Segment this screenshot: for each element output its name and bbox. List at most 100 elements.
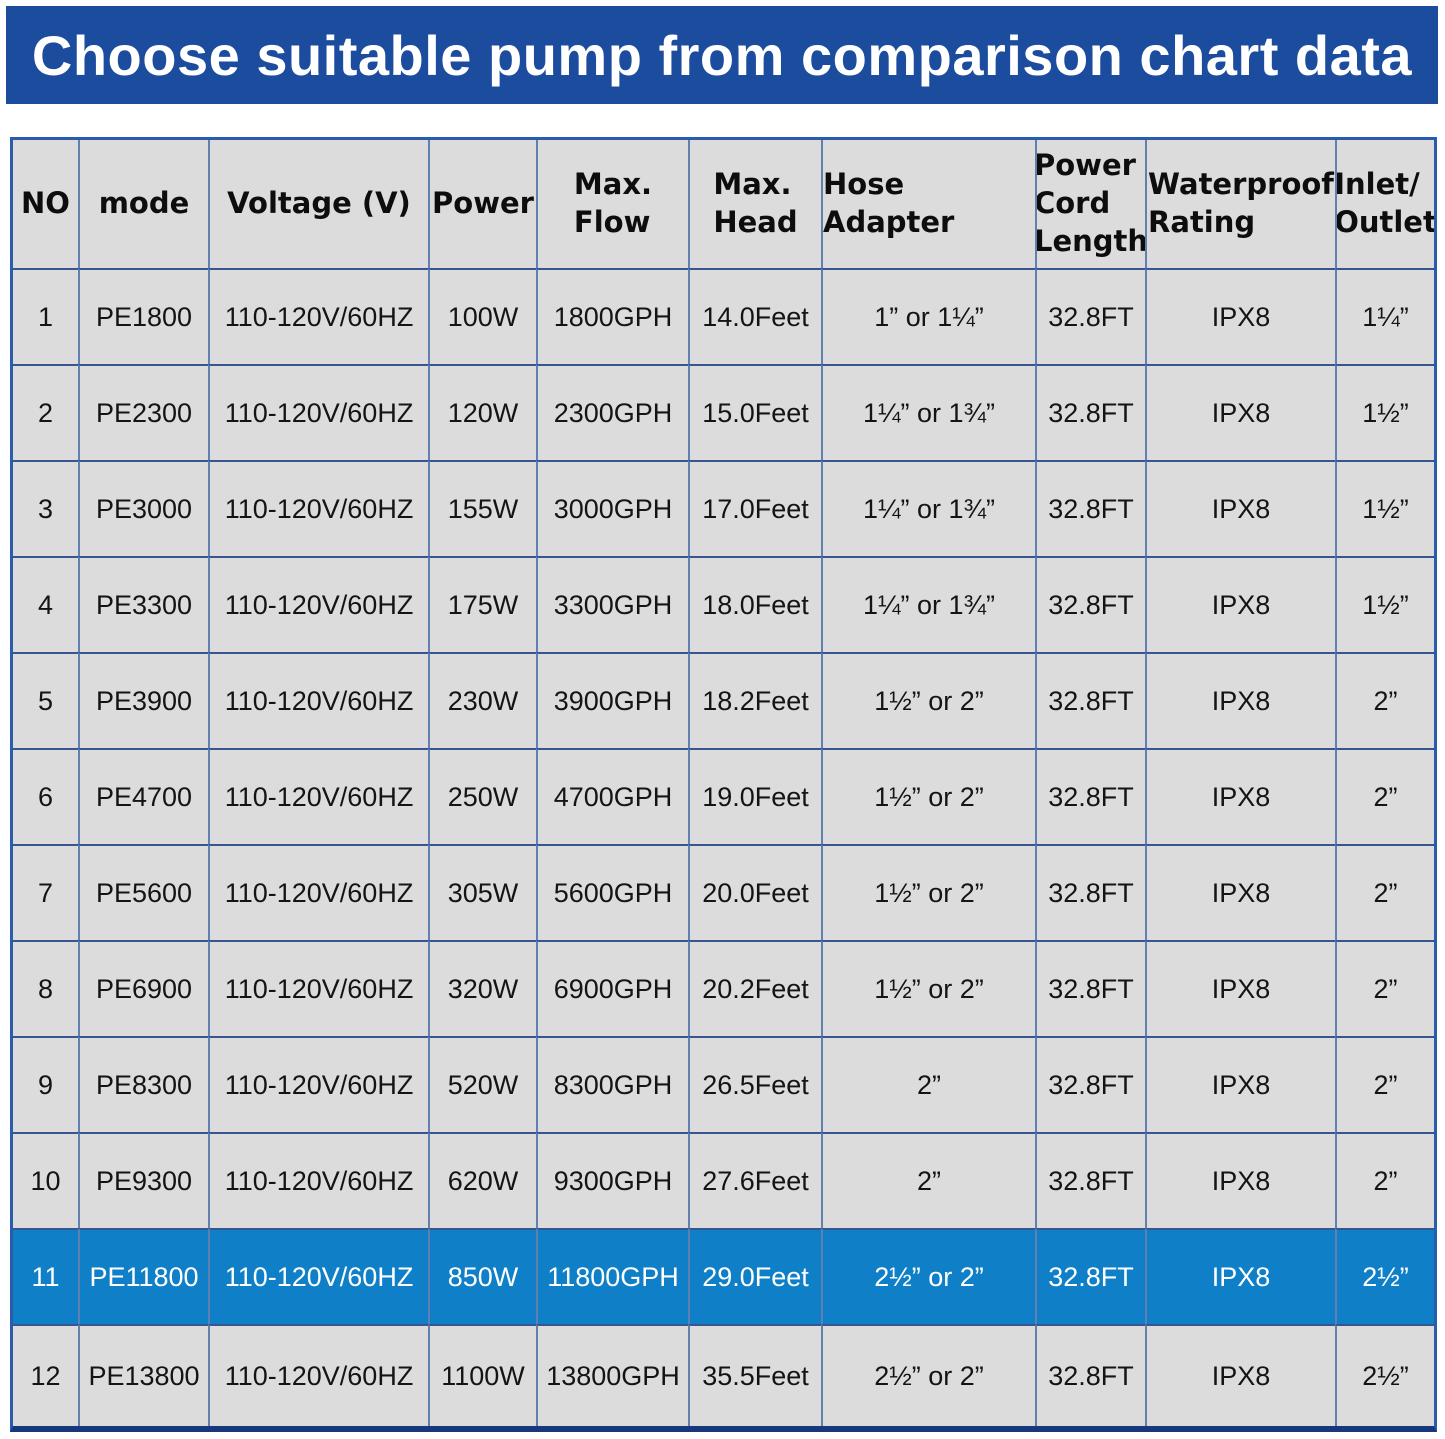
cell-value: IPX8 bbox=[1211, 493, 1271, 524]
cell-value: 32.8FT bbox=[1048, 397, 1134, 428]
cell-max-flow: 8300GPH bbox=[536, 1036, 688, 1132]
cell-value: PE9300 bbox=[95, 1165, 193, 1196]
cell-value: 18.0Feet bbox=[702, 589, 809, 620]
cell-mode: PE3900 bbox=[78, 652, 208, 748]
cell-power-cord-length: 32.8FT bbox=[1035, 268, 1145, 364]
cell-value: 110-120V/60HZ bbox=[224, 1165, 414, 1196]
cell-value: IPX8 bbox=[1211, 685, 1271, 716]
cell-hose-adapter: 1¼” or 1¾” bbox=[821, 364, 1035, 460]
cell-hose-adapter: 1½” or 2” bbox=[821, 844, 1035, 940]
cell-hose-adapter: 2” bbox=[821, 1132, 1035, 1228]
cell-max-flow: 2300GPH bbox=[536, 364, 688, 460]
column-header-inlet-outlet: Inlet/ Outlet bbox=[1335, 140, 1434, 268]
cell-value: 5600GPH bbox=[553, 877, 673, 908]
cell-value: 6900GPH bbox=[553, 973, 673, 1004]
cell-value: IPX8 bbox=[1211, 973, 1271, 1004]
cell-power-cord-length: 32.8FT bbox=[1035, 460, 1145, 556]
cell-value: IPX8 bbox=[1211, 781, 1271, 812]
cell-no: 11 bbox=[13, 1228, 78, 1324]
cell-waterproof-rating: IPX8 bbox=[1145, 652, 1335, 748]
cell-voltage: 110-120V/60HZ bbox=[208, 844, 428, 940]
cell-value: 320W bbox=[447, 973, 519, 1004]
cell-voltage: 110-120V/60HZ bbox=[208, 1036, 428, 1132]
cell-value: 110-120V/60HZ bbox=[224, 685, 414, 716]
cell-max-flow: 3000GPH bbox=[536, 460, 688, 556]
cell-value: 8300GPH bbox=[553, 1069, 673, 1100]
cell-power: 620W bbox=[428, 1132, 536, 1228]
cell-value: 305W bbox=[447, 877, 519, 908]
cell-value: IPX8 bbox=[1211, 1069, 1271, 1100]
column-header-label: mode bbox=[98, 186, 190, 221]
cell-power: 100W bbox=[428, 268, 536, 364]
cell-max-flow: 1800GPH bbox=[536, 268, 688, 364]
cell-value: PE8300 bbox=[95, 1069, 193, 1100]
cell-mode: PE4700 bbox=[78, 748, 208, 844]
cell-mode: PE1800 bbox=[78, 268, 208, 364]
cell-value: IPX8 bbox=[1211, 1261, 1271, 1292]
cell-value: 1½” bbox=[1362, 589, 1409, 620]
cell-value: 19.0Feet bbox=[702, 781, 809, 812]
cell-inlet-outlet: 2” bbox=[1335, 844, 1434, 940]
cell-value: 32.8FT bbox=[1048, 877, 1134, 908]
cell-mode: PE8300 bbox=[78, 1036, 208, 1132]
cell-value: 110-120V/60HZ bbox=[224, 589, 414, 620]
cell-max-head: 18.2Feet bbox=[688, 652, 821, 748]
cell-hose-adapter: 1¼” or 1¾” bbox=[821, 460, 1035, 556]
column-header-label: Waterproof Rating bbox=[1148, 167, 1334, 239]
cell-inlet-outlet: 2” bbox=[1335, 1036, 1434, 1132]
cell-power: 1100W bbox=[428, 1324, 536, 1426]
cell-max-head: 35.5Feet bbox=[688, 1324, 821, 1426]
cell-power-cord-length: 32.8FT bbox=[1035, 1324, 1145, 1426]
cell-value: 15.0Feet bbox=[702, 397, 809, 428]
cell-value: 110-120V/60HZ bbox=[224, 973, 414, 1004]
cell-value: IPX8 bbox=[1211, 877, 1271, 908]
column-header-voltage: Voltage (V) bbox=[208, 140, 428, 268]
cell-waterproof-rating: IPX8 bbox=[1145, 1036, 1335, 1132]
cell-hose-adapter: 1½” or 2” bbox=[821, 748, 1035, 844]
cell-waterproof-rating: IPX8 bbox=[1145, 556, 1335, 652]
cell-value: 11 bbox=[31, 1261, 60, 1292]
column-header-no: NO bbox=[13, 140, 78, 268]
column-header-waterproof-rating: Waterproof Rating bbox=[1145, 140, 1335, 268]
cell-value: 1½” or 2” bbox=[874, 781, 984, 812]
cell-value: 26.5Feet bbox=[702, 1069, 809, 1100]
cell-voltage: 110-120V/60HZ bbox=[208, 364, 428, 460]
cell-power: 230W bbox=[428, 652, 536, 748]
cell-voltage: 110-120V/60HZ bbox=[208, 1132, 428, 1228]
cell-value: 32.8FT bbox=[1048, 493, 1134, 524]
cell-value: 2½” bbox=[1362, 1261, 1409, 1292]
cell-max-flow: 6900GPH bbox=[536, 940, 688, 1036]
cell-value: 110-120V/60HZ bbox=[224, 301, 414, 332]
cell-voltage: 110-120V/60HZ bbox=[208, 268, 428, 364]
cell-value: 1¼” or 1¾” bbox=[862, 397, 996, 428]
cell-mode: PE5600 bbox=[78, 844, 208, 940]
cell-power-cord-length: 32.8FT bbox=[1035, 1036, 1145, 1132]
banner: Choose suitable pump from comparison cha… bbox=[6, 6, 1438, 104]
column-header-max-flow: Max. Flow bbox=[536, 140, 688, 268]
cell-mode: PE3300 bbox=[78, 556, 208, 652]
cell-no: 10 bbox=[13, 1132, 78, 1228]
cell-value: 110-120V/60HZ bbox=[224, 877, 414, 908]
cell-max-head: 29.0Feet bbox=[688, 1228, 821, 1324]
cell-value: 2” bbox=[1373, 973, 1398, 1004]
cell-value: 1¼” or 1¾” bbox=[862, 589, 996, 620]
cell-value: IPX8 bbox=[1211, 1165, 1271, 1196]
cell-max-flow: 13800GPH bbox=[536, 1324, 688, 1426]
cell-value: 3000GPH bbox=[553, 493, 673, 524]
cell-hose-adapter: 1½” or 2” bbox=[821, 940, 1035, 1036]
cell-value: 18.2Feet bbox=[702, 685, 809, 716]
cell-value: 110-120V/60HZ bbox=[224, 1360, 414, 1391]
cell-max-flow: 4700GPH bbox=[536, 748, 688, 844]
cell-power: 520W bbox=[428, 1036, 536, 1132]
cell-value: 1½” bbox=[1362, 397, 1409, 428]
cell-mode: PE3000 bbox=[78, 460, 208, 556]
cell-no: 1 bbox=[13, 268, 78, 364]
cell-value: 27.6Feet bbox=[702, 1165, 809, 1196]
cell-value: 32.8FT bbox=[1048, 301, 1134, 332]
cell-value: 175W bbox=[447, 589, 519, 620]
cell-waterproof-rating: IPX8 bbox=[1145, 268, 1335, 364]
cell-value: 110-120V/60HZ bbox=[224, 493, 414, 524]
comparison-table: NO mode Voltage (V) Power Max. Flow Max. Head… bbox=[10, 137, 1437, 1432]
cell-no: 8 bbox=[13, 940, 78, 1036]
cell-value: 2½” bbox=[1362, 1360, 1409, 1391]
